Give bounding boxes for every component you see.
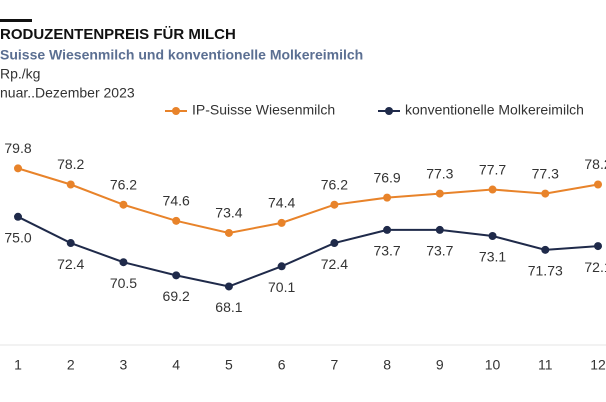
series-line bbox=[17, 167, 599, 234]
x-tick-label: 11 bbox=[538, 357, 553, 373]
data-label: 78.2 bbox=[57, 156, 84, 172]
data-label: 77.7 bbox=[479, 161, 506, 177]
data-label: 76.2 bbox=[110, 176, 137, 192]
x-tick-label: 2 bbox=[67, 357, 75, 373]
data-point bbox=[119, 200, 128, 209]
data-point bbox=[277, 262, 286, 271]
data-label: 74.6 bbox=[163, 193, 190, 209]
data-point bbox=[435, 225, 444, 234]
data-point bbox=[330, 239, 339, 248]
data-point bbox=[383, 193, 392, 202]
data-point bbox=[488, 231, 497, 240]
data-label: 75.0 bbox=[4, 230, 31, 246]
data-point bbox=[594, 180, 602, 189]
data-label: 77.3 bbox=[426, 165, 453, 181]
chart-title: RODUZENTENPREIS FÜR MILCH bbox=[0, 26, 236, 43]
data-label: 69.2 bbox=[163, 288, 190, 304]
data-point bbox=[224, 228, 233, 237]
data-point bbox=[435, 189, 444, 198]
x-tick-label: 1 bbox=[14, 357, 22, 373]
data-label: 73.7 bbox=[426, 243, 453, 259]
data-label: 78.2 bbox=[584, 156, 606, 172]
data-label: 68.1 bbox=[215, 299, 242, 315]
x-tick-label: 4 bbox=[172, 357, 180, 373]
x-tick-label: 7 bbox=[330, 357, 338, 373]
data-label: 71.73 bbox=[528, 263, 563, 279]
data-point bbox=[66, 180, 75, 189]
data-label: 72.4 bbox=[57, 256, 84, 272]
period-label: nuar..Dezember 2023 bbox=[0, 85, 135, 101]
data-point bbox=[541, 245, 550, 254]
x-tick-label: 8 bbox=[383, 357, 391, 373]
data-label: 74.4 bbox=[268, 195, 295, 211]
data-point bbox=[66, 239, 75, 248]
x-tick-label: 10 bbox=[485, 357, 501, 373]
data-label: 76.2 bbox=[321, 176, 348, 192]
x-tick-label: 12 bbox=[590, 357, 606, 373]
data-label: 70.5 bbox=[110, 275, 137, 291]
data-point bbox=[14, 212, 22, 221]
data-label: 79.8 bbox=[4, 140, 31, 156]
data-point bbox=[172, 216, 181, 225]
data-point bbox=[383, 225, 392, 234]
x-tick-label: 6 bbox=[278, 357, 286, 373]
data-point bbox=[14, 164, 22, 173]
data-point bbox=[594, 242, 602, 251]
data-label: 76.9 bbox=[373, 169, 400, 185]
data-label: 73.1 bbox=[479, 249, 506, 265]
legend-marker bbox=[172, 107, 180, 115]
data-point bbox=[172, 271, 181, 280]
data-point bbox=[488, 185, 497, 194]
legend-label: IP-Suisse Wiesenmilch bbox=[192, 102, 335, 118]
x-tick-label: 3 bbox=[120, 357, 128, 373]
title-bar bbox=[0, 19, 32, 22]
data-point bbox=[541, 189, 550, 198]
data-label: 72.1 bbox=[584, 259, 606, 275]
chart-subtitle: Suisse Wiesenmilch und konventionelle Mo… bbox=[0, 47, 363, 63]
x-tick-label: 9 bbox=[436, 357, 444, 373]
data-point bbox=[224, 282, 233, 291]
data-label: 73.7 bbox=[373, 243, 400, 259]
legend-label: konventionelle Molkereimilch bbox=[405, 102, 584, 118]
data-point bbox=[119, 258, 128, 267]
y-axis-label: Rp./kg bbox=[0, 66, 40, 82]
data-label: 72.4 bbox=[321, 256, 348, 272]
x-tick-label: 5 bbox=[225, 357, 233, 373]
data-point bbox=[277, 218, 286, 227]
series-line bbox=[17, 215, 599, 288]
data-point bbox=[330, 200, 339, 209]
data-label: 73.4 bbox=[215, 205, 242, 221]
legend-marker bbox=[385, 107, 393, 115]
data-label: 77.3 bbox=[532, 165, 559, 181]
data-label: 70.1 bbox=[268, 279, 295, 295]
